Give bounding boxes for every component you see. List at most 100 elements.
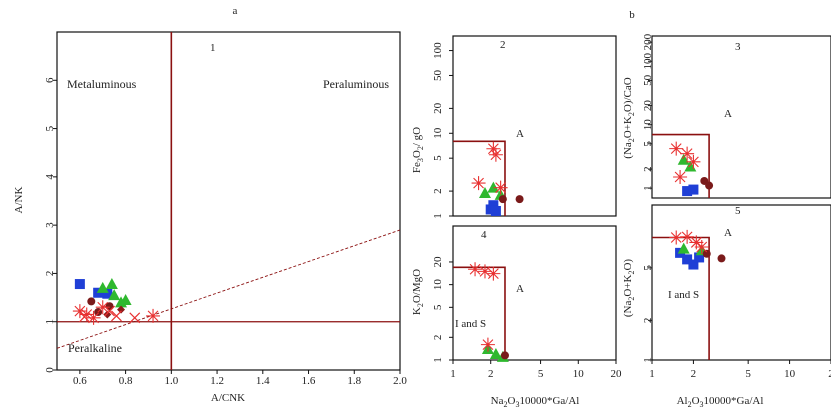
x-tick-label: 20: [611, 368, 623, 380]
panel-3-frame: [651, 35, 831, 199]
data-point-asterisk: [486, 266, 501, 281]
boundary-dashed: [56, 229, 401, 349]
data-point-asterisk: [669, 141, 684, 156]
axis-label-fe3o2-go: Fe3O2/ gO: [411, 127, 425, 173]
y-tick-label: 10: [432, 279, 444, 291]
y-tick-label: 1: [642, 185, 654, 191]
panel-5-number: 5: [735, 205, 741, 217]
data-point-triangle: [105, 278, 118, 290]
data-point-circle: [500, 351, 509, 360]
region-a-boundary: [652, 133, 710, 198]
panel-5-region-i-and-s: I and S: [668, 289, 699, 301]
axis-label-a-cnk: A/CNK: [211, 392, 245, 404]
y-tick-label: 2: [642, 318, 654, 324]
x-tick-label: 2: [488, 368, 494, 380]
y-tick-label: 2: [432, 335, 444, 341]
figure-label-a: a: [233, 5, 238, 17]
data-point-asterisk: [486, 141, 501, 156]
data-point-asterisk: [673, 169, 688, 184]
data-point-triangle: [487, 181, 500, 193]
x-tick-label: 0.8: [119, 375, 133, 387]
data-point-asterisk: [488, 147, 503, 162]
data-point-square: [688, 184, 699, 195]
data-point-square: [74, 279, 85, 290]
data-point-asterisk: [95, 300, 110, 315]
y-tick-label: 5: [642, 265, 654, 271]
data-point-square: [102, 288, 113, 299]
x-tick-label: 1.8: [347, 375, 361, 387]
y-tick-label: 10: [432, 127, 444, 139]
axis-label-al2o3-ga-al: Al2O310000*Ga/Al: [677, 395, 764, 409]
data-point-triangle: [489, 348, 502, 360]
y-tick-label: 4: [44, 174, 56, 180]
data-point-square: [694, 252, 705, 263]
panel-5: 1 2 5 1 2 5 10 2 5 A I and S Al2O310000*Ga/Al: [642, 204, 831, 409]
y-tick-label: 20: [432, 102, 444, 114]
data-point-asterisk: [689, 235, 704, 250]
data-point-cross: [111, 310, 122, 322]
x-tick-label: 1.6: [302, 375, 316, 387]
x-tick-label: 0.6: [73, 375, 87, 387]
data-point-asterisk: [468, 262, 483, 277]
axis-label-na2o-k2o-cao: (Na2O+K2O)/CaO: [622, 77, 636, 158]
y-tick-label: 2: [44, 271, 56, 277]
panel-5-frame: [651, 204, 831, 361]
figure-label-b: b: [629, 9, 635, 21]
x-tick-label: 2.0: [393, 375, 407, 387]
y-tick-label: 50: [432, 69, 444, 81]
data-point-asterisk: [477, 264, 492, 279]
data-point-triangle: [96, 281, 109, 293]
x-tick-label: 1.2: [210, 375, 224, 387]
data-point-circle: [702, 249, 711, 258]
data-point-diamond: [103, 310, 112, 319]
y-tick-label: 2: [642, 166, 654, 172]
data-point-diamond: [117, 305, 126, 314]
data-point-asterisk: [669, 230, 684, 245]
x-tick-label: 1.4: [256, 375, 270, 387]
panel-4-frame: [452, 225, 617, 361]
panel-4-plot-area: 1 2 5 10 20 1 2 5 10 20: [432, 256, 622, 380]
data-point-square: [488, 200, 499, 211]
panel-2-number: 2: [500, 39, 506, 51]
data-point-square: [682, 254, 693, 265]
panel-3-number: 3: [735, 41, 741, 53]
panel-4-number: 4: [481, 229, 487, 241]
data-point-asterisk: [680, 146, 695, 161]
axis-label-a-nk: A/NK: [13, 187, 25, 214]
x-tick-label: 2: [691, 368, 697, 380]
data-point-triangle: [478, 186, 491, 198]
x-tick-label: 1.0: [164, 375, 178, 387]
data-point-asterisk: [471, 176, 486, 191]
region-a-boundary: [453, 140, 506, 216]
data-point-triangle: [119, 293, 132, 305]
data-point-circle: [498, 195, 507, 204]
y-tick-label: 20: [642, 100, 654, 112]
x-tick-label: 10: [784, 368, 796, 380]
panel-2-region-a: A: [516, 128, 524, 140]
y-tick-label: 1: [432, 213, 444, 219]
x-tick-label: 1: [450, 368, 456, 380]
region-label-metaluminous: Metaluminous: [67, 77, 137, 91]
data-point-asterisk: [686, 154, 701, 169]
region-a-boundary: [453, 266, 506, 360]
data-point-asterisk: [480, 337, 495, 352]
y-tick-label: 200: [642, 33, 654, 50]
x-tick-label: 1: [649, 368, 655, 380]
y-tick-label: 5: [432, 155, 444, 161]
panel-3-region-a: A: [724, 108, 732, 120]
y-tick-label: 20: [432, 256, 444, 268]
data-point-square: [490, 205, 501, 216]
panel-3-plot-area: 1 2 5 10 20 50 100 200: [642, 33, 714, 198]
panel-1-plot-area: 0 1 2 3 4 5 6 0.6 0.8 1.0 1.2 1.4 1.6 1.8 2.0: [44, 32, 407, 387]
data-point-asterisk: [694, 240, 709, 255]
x-tick-label: 5: [538, 368, 544, 380]
y-tick-label: 2: [432, 188, 444, 194]
y-tick-label: 10: [642, 119, 654, 131]
data-point-asterisk: [86, 310, 101, 325]
y-tick-label: 6: [44, 77, 56, 83]
y-tick-label: 1: [44, 319, 56, 325]
panel-3: 1 2 5 10 20 50 100 200 3 A: [642, 33, 831, 199]
axis-label-na2o-k2o: (Na2O+K2O): [622, 259, 636, 318]
panel-2-plot-area: 1 2 5 10 20 50 100: [432, 42, 524, 219]
